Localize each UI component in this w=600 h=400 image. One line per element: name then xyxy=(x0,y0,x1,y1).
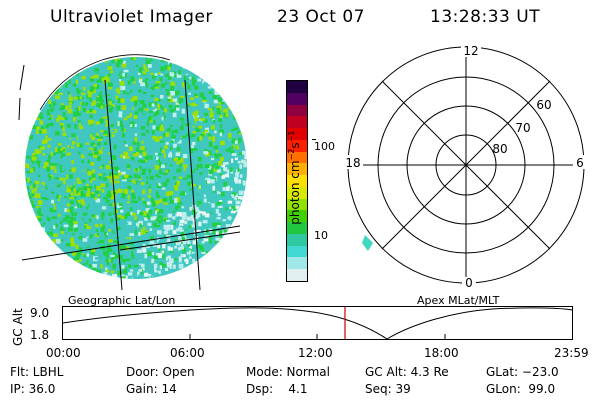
colorbar-tick-100: 100 xyxy=(314,140,335,153)
instrument-title: Ultraviolet Imager xyxy=(50,7,213,27)
colorbar-segment xyxy=(287,245,307,258)
alt-xtick-0: 00:00 xyxy=(46,346,81,360)
colorbar-segment xyxy=(287,210,307,223)
colorbar-tick-10: 10 xyxy=(314,229,328,242)
gain-status: Gain: 14 xyxy=(126,382,177,396)
glon-status: GLon: 99.0 xyxy=(486,382,556,396)
date-label: 23 Oct 07 xyxy=(277,7,365,27)
geographic-image xyxy=(18,54,247,291)
geo-panel-label: Geographic Lat/Lon xyxy=(68,294,176,307)
colorbar-segment xyxy=(287,175,307,187)
latitude-line xyxy=(119,231,241,251)
colorbar-segment xyxy=(287,80,307,93)
alt-xtick-3: 18:00 xyxy=(424,346,459,360)
colorbar-segment xyxy=(287,186,307,199)
colorbar-segment xyxy=(287,139,307,152)
colorbar-segment xyxy=(287,257,307,270)
polar-panel-label: Apex MLat/MLT xyxy=(417,294,500,307)
colorbar-unit-label: photon cm−2s−1 xyxy=(287,130,302,225)
glat-status: GLat: −23.0 xyxy=(486,365,559,379)
colorbar-segment xyxy=(287,222,307,234)
alt-ytick-high: 9.0 xyxy=(30,306,50,320)
emission-speckles xyxy=(25,57,247,279)
mlt-label-18: 18 xyxy=(345,156,360,170)
altitude-plot-frame xyxy=(62,306,573,340)
alt-ylabel: GC Alt xyxy=(11,308,25,346)
seq-status: Seq: 39 xyxy=(365,382,411,396)
dsp-status: Dsp: 4.1 xyxy=(246,382,308,396)
colorbar-segment xyxy=(287,116,307,129)
auroral-fringe xyxy=(362,235,373,251)
mode-status: Mode: Normal xyxy=(246,365,330,379)
mlt-label-6: 6 xyxy=(576,156,584,170)
colorbar-segment xyxy=(287,151,307,164)
colorbar-segment xyxy=(287,128,307,140)
longitude-line xyxy=(19,64,25,91)
door-status: Door: Open xyxy=(126,365,195,379)
altitude-plot xyxy=(62,306,573,340)
altitude-curve xyxy=(62,307,573,340)
mlt-diagonal xyxy=(381,80,551,250)
colorbar-segment xyxy=(287,233,307,246)
alt-xtick-2: 12:00 xyxy=(298,346,333,360)
disc-edge xyxy=(39,54,171,111)
colorbar-segment xyxy=(287,269,307,281)
colorbar xyxy=(286,80,308,282)
time-label: 13:28:33 UT xyxy=(430,7,541,27)
longitude-line xyxy=(184,79,201,291)
alt-xtick-4: 23:59 xyxy=(554,346,589,360)
alt-xtick-1: 06:00 xyxy=(170,346,205,360)
mlat-label-60: 60 xyxy=(536,98,551,112)
mlt-label-0: 0 xyxy=(465,276,473,290)
ip-status: IP: 36.0 xyxy=(10,382,56,396)
colorbar-segment xyxy=(287,163,307,176)
colorbar-segment xyxy=(287,198,307,211)
colorbar-segment xyxy=(287,92,307,105)
mlat-label-80: 80 xyxy=(492,142,507,156)
alt-ytick-low: 1.8 xyxy=(30,328,50,342)
longitude-line xyxy=(104,79,123,291)
mlat-label-70: 70 xyxy=(515,121,530,135)
latitude-line xyxy=(21,225,241,261)
mlt-label-12: 12 xyxy=(463,45,478,58)
polar-plot: 12 0 18 6 60 70 80 xyxy=(343,45,587,290)
filter-status: Flt: LBHL xyxy=(10,365,64,379)
longitude-line xyxy=(18,97,21,121)
colorbar-tick xyxy=(312,139,316,140)
colorbar-segment xyxy=(287,104,307,117)
gc-alt-status: GC Alt: 4.3 Re xyxy=(365,365,449,379)
